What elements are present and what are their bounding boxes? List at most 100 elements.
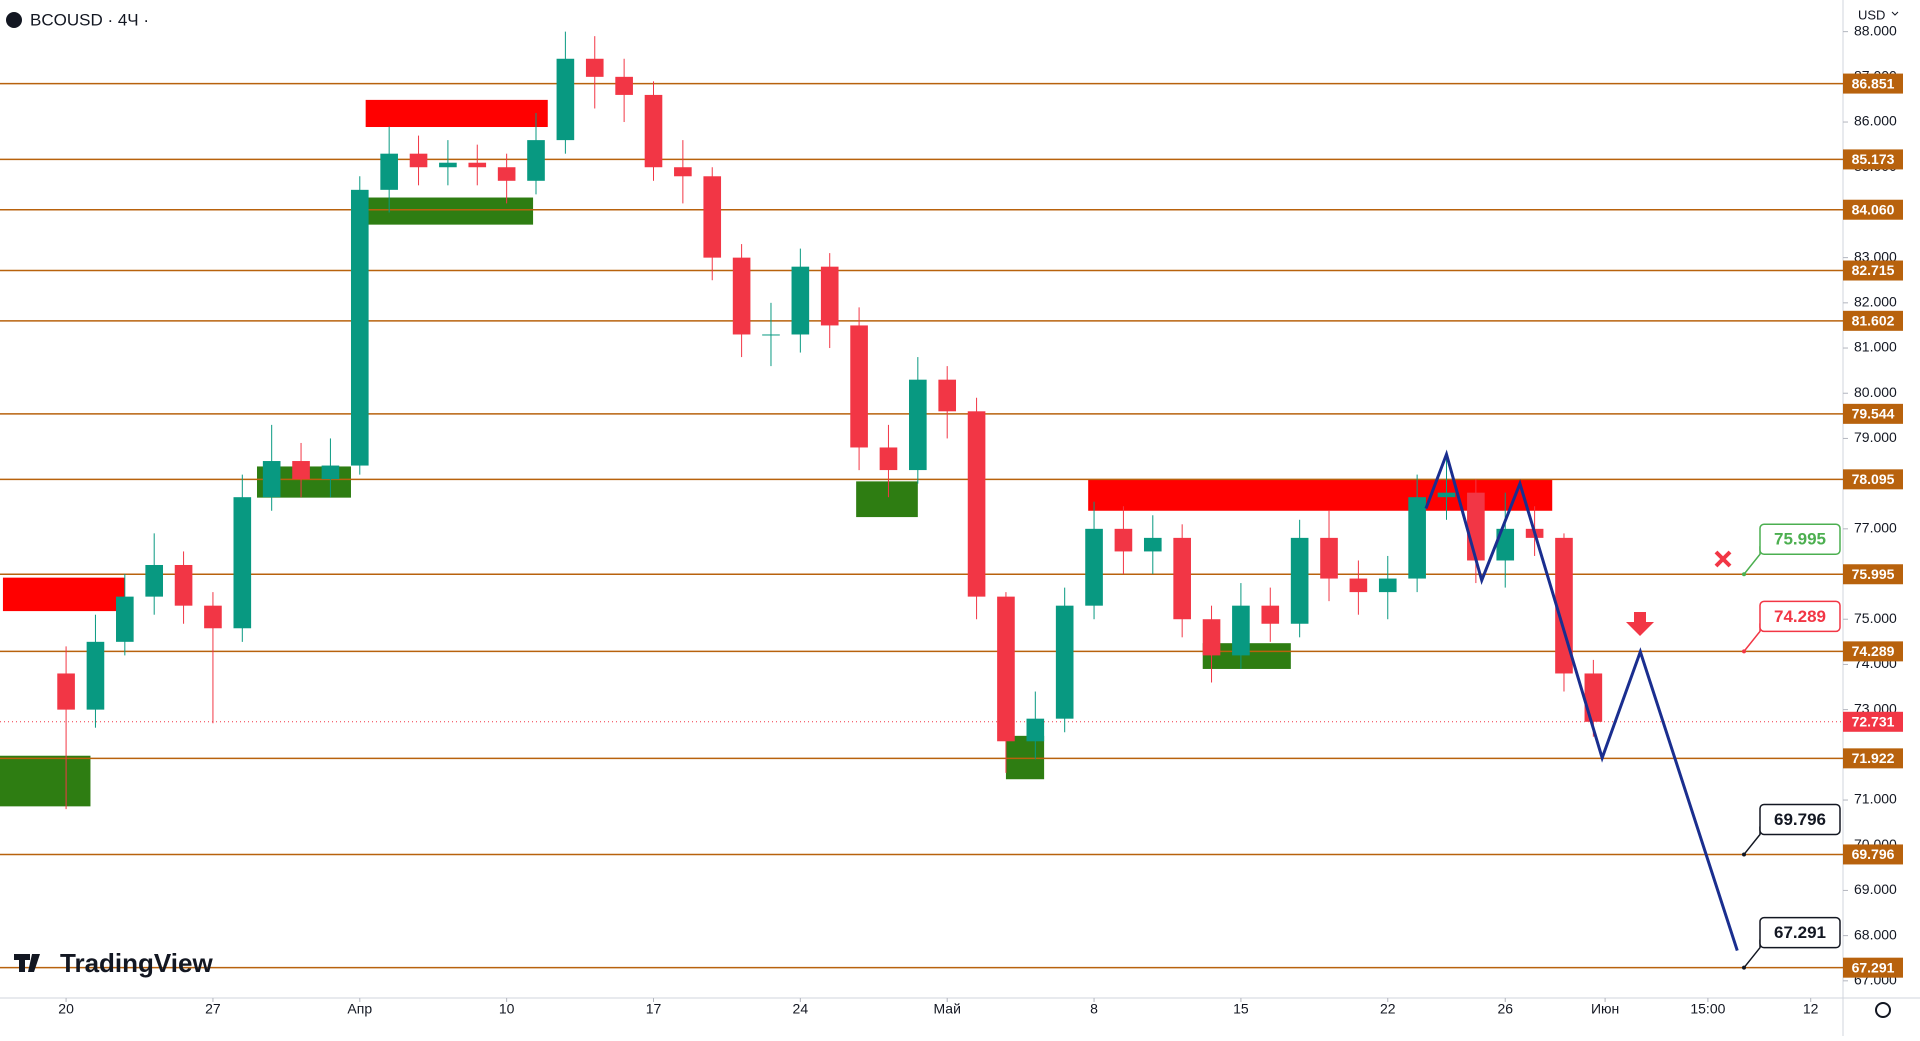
callout-dot bbox=[1742, 572, 1746, 577]
candle-body bbox=[1026, 718, 1045, 742]
candle-body bbox=[1173, 537, 1191, 620]
callout-box bbox=[1759, 600, 1841, 633]
candle-body bbox=[1467, 492, 1485, 561]
candle-body bbox=[409, 153, 428, 168]
level-label: 75.995 bbox=[1852, 566, 1895, 582]
candle-body bbox=[1378, 578, 1397, 593]
candle-body bbox=[350, 189, 369, 466]
callout-box bbox=[1759, 803, 1841, 836]
x-tick-label: 24 bbox=[793, 1001, 809, 1017]
candle-body bbox=[879, 447, 898, 471]
x-tick-label: 12 bbox=[1803, 1001, 1819, 1017]
y-tick-label: 88.000 bbox=[1854, 22, 1897, 38]
level-label-box bbox=[1843, 564, 1903, 585]
candle-body bbox=[439, 162, 457, 168]
symbol: BCOUSD · 4Ч · bbox=[30, 10, 149, 29]
candle-body bbox=[1232, 605, 1250, 656]
zone bbox=[365, 197, 534, 225]
x-tick-label: 17 bbox=[646, 1001, 662, 1017]
candle-body bbox=[1114, 528, 1133, 552]
level-label-box bbox=[1843, 469, 1903, 490]
x-tick-label: 27 bbox=[205, 1001, 221, 1017]
candle-body bbox=[116, 596, 134, 642]
candle-body bbox=[380, 153, 398, 190]
settings-icon[interactable] bbox=[1875, 1002, 1891, 1018]
level-label: 84.060 bbox=[1852, 201, 1895, 217]
candle-body bbox=[674, 167, 692, 177]
y-tick-label: 83.000 bbox=[1854, 248, 1897, 264]
symbol-icon bbox=[6, 12, 22, 28]
level-label: 74.289 bbox=[1852, 643, 1895, 659]
candle-body bbox=[585, 58, 604, 77]
y-tick-label: 77.000 bbox=[1854, 520, 1897, 536]
candle-body bbox=[703, 176, 722, 258]
candle-body bbox=[1202, 619, 1221, 656]
y-tick-label: 79.000 bbox=[1854, 429, 1897, 445]
level-label-box bbox=[1843, 199, 1903, 220]
candle-body bbox=[292, 461, 310, 480]
level-label: 86.851 bbox=[1852, 75, 1895, 91]
x-tick-label: Апр bbox=[347, 1001, 372, 1017]
candle-body bbox=[145, 564, 164, 597]
x-tick-label: 10 bbox=[499, 1001, 515, 1017]
callout-label: 75.995 bbox=[1774, 530, 1826, 549]
candle-body bbox=[644, 94, 663, 168]
candle-body bbox=[57, 673, 75, 710]
brand: TradingView bbox=[60, 948, 213, 978]
last-price-box bbox=[1843, 711, 1903, 732]
brand-logo bbox=[14, 954, 40, 972]
last-price-label: 72.731 bbox=[1852, 713, 1895, 729]
level-label: 79.544 bbox=[1852, 406, 1895, 422]
level-label-box bbox=[1843, 310, 1903, 331]
callout-box bbox=[1759, 916, 1841, 949]
candle-body bbox=[1408, 497, 1426, 579]
plot: 67.00068.00069.00070.00071.00072.00073.0… bbox=[0, 22, 1903, 1017]
candle-body bbox=[997, 596, 1015, 742]
level-label: 69.796 bbox=[1852, 846, 1895, 862]
candle-body bbox=[86, 641, 105, 710]
x-tick-label: 8 bbox=[1090, 1001, 1098, 1017]
candle-body bbox=[1143, 537, 1162, 552]
callout-dot bbox=[1742, 649, 1746, 654]
currency[interactable]: USD bbox=[1858, 7, 1885, 22]
x-tick-label: 15 bbox=[1233, 1001, 1249, 1017]
candle-body bbox=[732, 257, 751, 335]
candle-body bbox=[1290, 537, 1309, 624]
level-label: 78.095 bbox=[1852, 471, 1895, 487]
candle-body bbox=[204, 605, 222, 629]
candle-body bbox=[174, 564, 193, 606]
candle-body bbox=[791, 266, 810, 335]
candle-body bbox=[850, 325, 868, 448]
zone bbox=[2, 577, 125, 612]
x-tick-label: Май bbox=[933, 1001, 960, 1017]
y-tick-label: 71.000 bbox=[1854, 791, 1897, 807]
level-label: 81.602 bbox=[1852, 313, 1895, 329]
candle-body bbox=[1496, 528, 1515, 561]
x-tick-label: Июн bbox=[1591, 1001, 1619, 1017]
x-tick-label: 15:00 bbox=[1690, 1001, 1725, 1017]
candle-body bbox=[820, 266, 839, 326]
zone bbox=[856, 481, 918, 518]
callout-label: 69.796 bbox=[1774, 810, 1826, 829]
candle-body bbox=[1320, 537, 1338, 579]
callout-label: 67.291 bbox=[1774, 923, 1826, 942]
level-label: 71.922 bbox=[1852, 750, 1895, 766]
candle-body bbox=[1085, 528, 1103, 606]
level-label-box bbox=[1843, 149, 1903, 170]
y-tick-label: 80.000 bbox=[1854, 384, 1897, 400]
zone bbox=[365, 99, 548, 128]
level-label: 82.715 bbox=[1852, 262, 1895, 278]
candle-body bbox=[909, 379, 927, 471]
candle-body bbox=[1055, 605, 1074, 719]
y-tick-label: 82.000 bbox=[1854, 294, 1897, 310]
zone bbox=[1005, 735, 1045, 780]
level-label-box bbox=[1843, 403, 1903, 424]
level-label-box bbox=[1843, 73, 1903, 94]
candle-body bbox=[1261, 605, 1280, 624]
candle-body bbox=[497, 167, 516, 181]
candle-body bbox=[1584, 673, 1603, 722]
candle-body bbox=[527, 140, 545, 181]
callout-label: 74.289 bbox=[1774, 607, 1826, 626]
